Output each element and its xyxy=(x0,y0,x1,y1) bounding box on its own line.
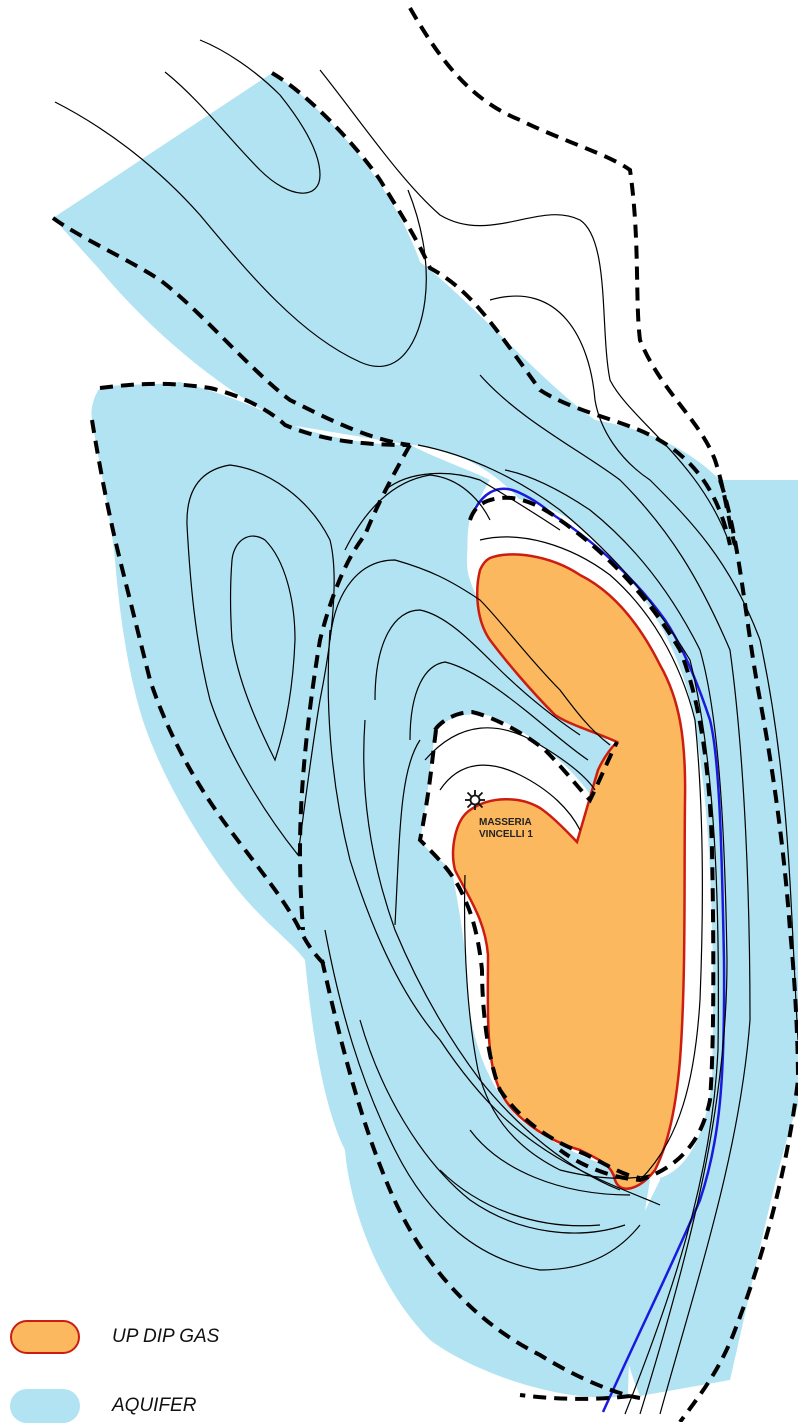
aquifer-area-west xyxy=(91,382,651,1398)
up-dip-gas-area xyxy=(451,553,687,1190)
up-dip-gas-swatch xyxy=(10,1320,80,1354)
well-name-line-1: MASSERIA xyxy=(479,817,532,828)
legend-label-aquifer: AQUIFER xyxy=(112,1395,197,1416)
dashed-boundary-lines xyxy=(51,7,798,1422)
legend-label-up-dip-gas: UP DIP GAS xyxy=(112,1326,220,1347)
aquifer-swatch xyxy=(10,1389,80,1423)
well-label: MASSERIA VINCELLI 1 xyxy=(479,817,533,841)
legend-item-up-dip-gas: UP DIP GAS xyxy=(10,1320,219,1354)
legend-item-aquifer: AQUIFER xyxy=(10,1389,196,1423)
well-name-line-2: VINCELLI 1 xyxy=(479,829,533,840)
gas-well-icon xyxy=(465,790,485,810)
